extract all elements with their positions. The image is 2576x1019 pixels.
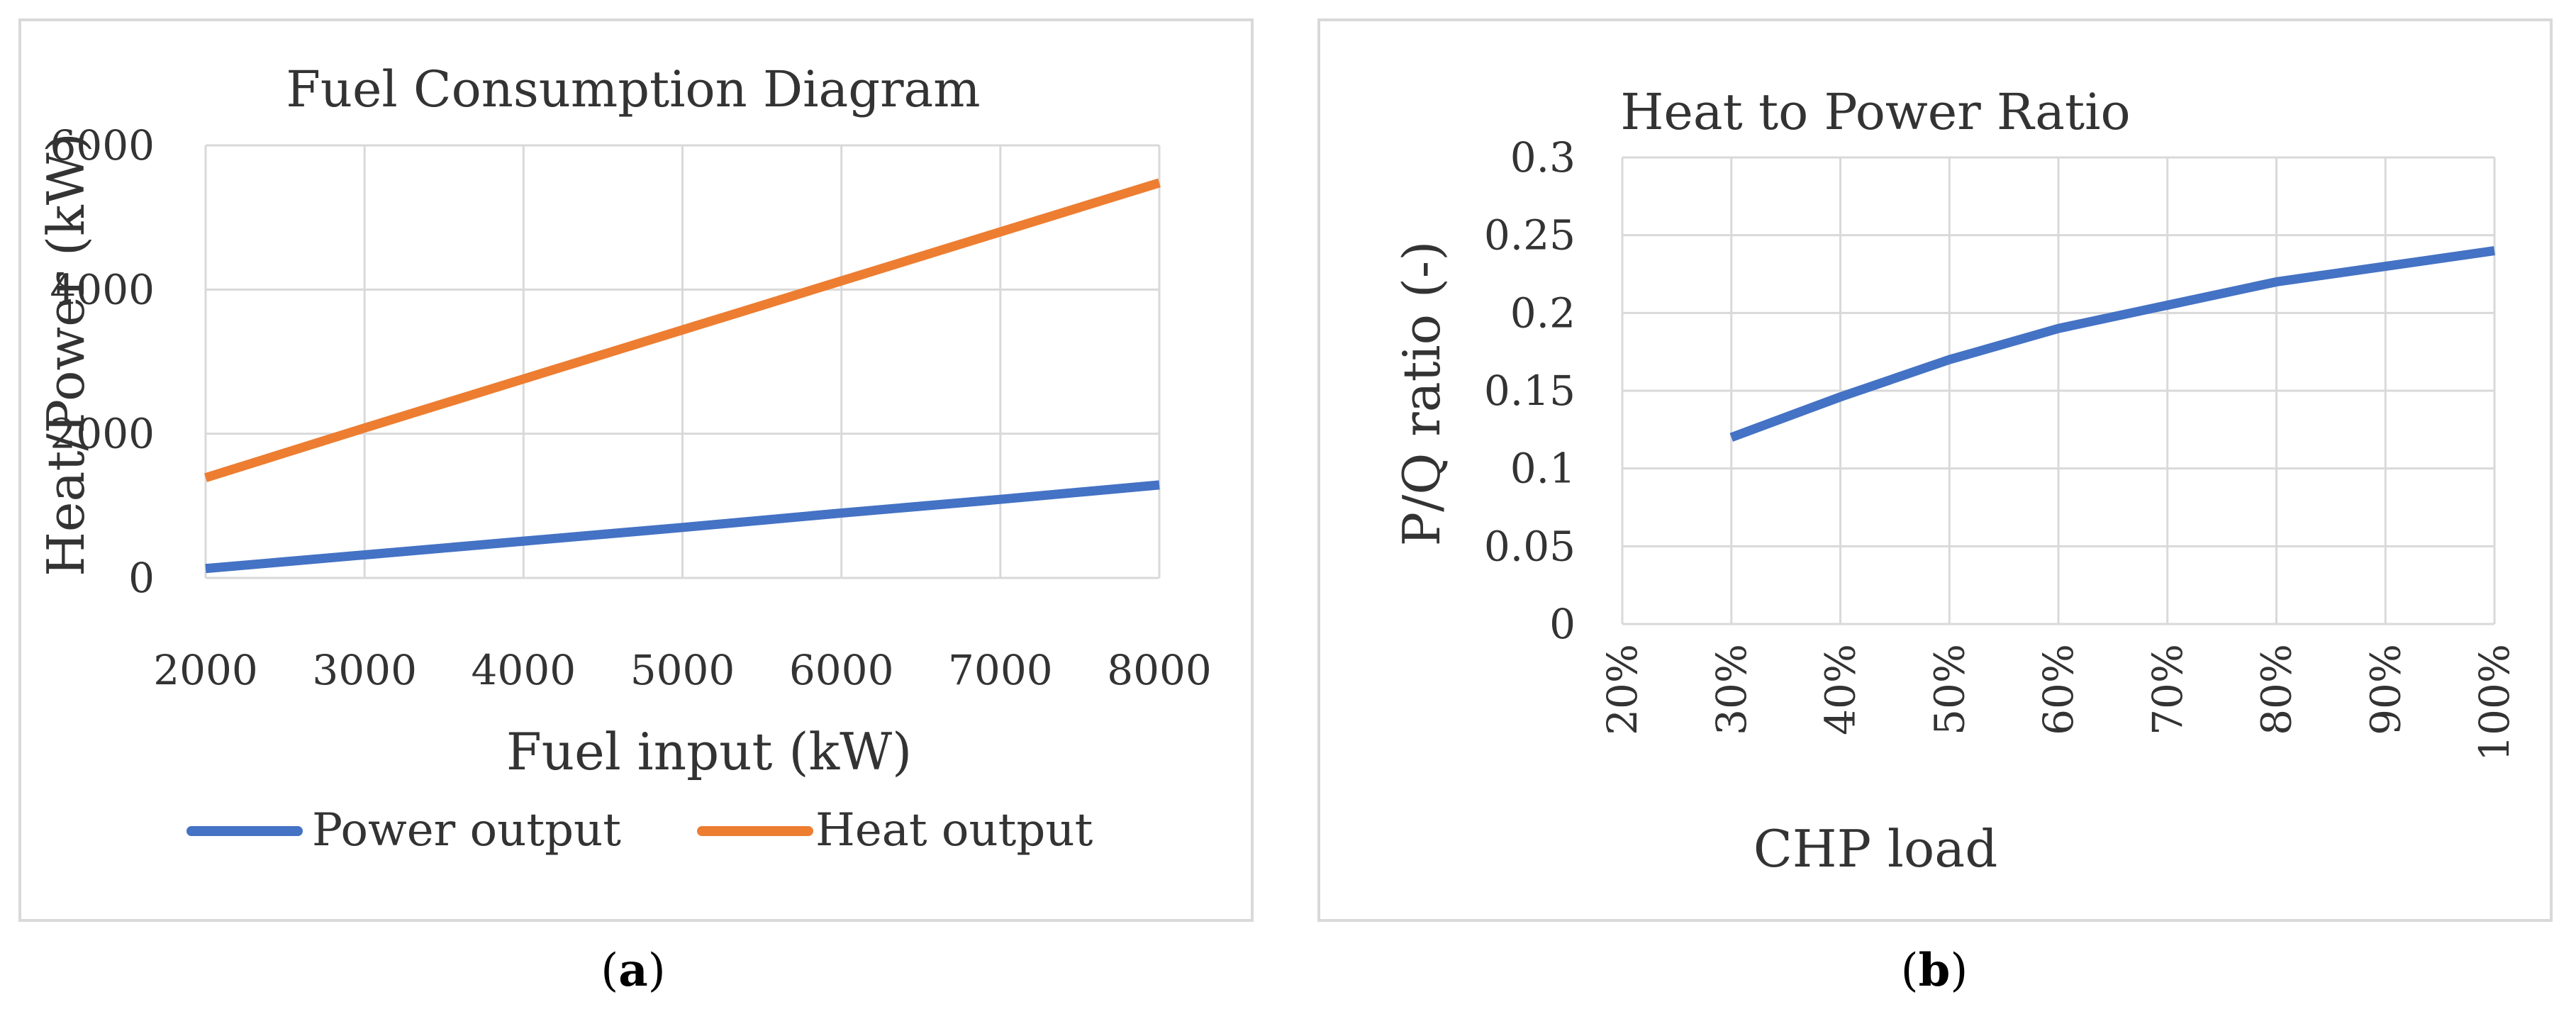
chart-a-x-tick: 2000 — [153, 646, 258, 694]
legend-label-heat-output: Heat output — [815, 804, 1093, 857]
chart-b-x-tick: 60% — [2034, 644, 2082, 735]
chart-b-y-tick: 0.25 — [1484, 211, 1576, 260]
panel-label-a: (a) — [601, 944, 665, 997]
chart-b-ylabel: P/Q ratio (-) — [1392, 241, 1451, 547]
chart-b-x-tick: 20% — [1598, 644, 1646, 735]
legend-item-heat-output: Heat output — [697, 804, 1093, 857]
chart-a-series-line-heat-output — [204, 178, 1161, 482]
chart-a-x-tick-labels: 2000 3000 4000 5000 6000 7000 8000 — [153, 646, 1212, 694]
chart-b-x-tick: 30% — [1707, 644, 1756, 735]
panel-label-a-letter: a — [618, 944, 647, 997]
chart-b-xlabel: CHP load — [1753, 819, 1998, 879]
chart-a-series — [204, 178, 1161, 574]
chart-a-x-tick: 5000 — [630, 646, 735, 694]
chart-a-x-tick: 6000 — [789, 646, 894, 694]
chart-b-y-tick: 0.05 — [1484, 522, 1576, 570]
chart-a-xlabel: Fuel input (kW) — [506, 722, 912, 781]
chart-a-y-tick: 4000 — [50, 265, 155, 313]
chart-b-x-tick: 40% — [1817, 644, 1865, 735]
chart-a-fuel-consumption: Fuel Consumption Diagram 0 2000 4000 6000 2… — [18, 18, 1254, 922]
chart-a-x-tick: 7000 — [948, 646, 1053, 694]
panel-label-b: (b) — [1901, 944, 1968, 997]
chart-b-x-tick: 50% — [1925, 644, 1973, 735]
panel-label-b-letter: b — [1919, 944, 1951, 997]
chart-a-x-tick: 3000 — [312, 646, 417, 694]
chart-a-x-tick: 8000 — [1107, 646, 1212, 694]
chart-b-series-line-pq-ratio — [1729, 246, 2495, 442]
chart-a-title: Fuel Consumption Diagram — [286, 60, 980, 118]
chart-a-x-tick: 4000 — [472, 646, 576, 694]
chart-b-gridlines — [1621, 156, 2496, 625]
chart-b-y-tick: 0.2 — [1510, 289, 1576, 337]
chart-b-x-tick: 70% — [2143, 644, 2192, 735]
chart-a-y-tick: 6000 — [50, 121, 155, 169]
legend-item-power-output: Power output — [186, 804, 621, 857]
chart-a-y-tick: 2000 — [50, 410, 155, 458]
chart-b-y-tick: 0 — [1549, 600, 1576, 648]
chart-b-x-tick: 100% — [2470, 644, 2519, 762]
chart-b-x-tick-labels: 20% 30% 40% 50% 60% 70% 80% 90% 100% — [1598, 644, 2519, 762]
chart-b-series — [1729, 246, 2495, 442]
chart-a-legend: Power output Heat output — [186, 804, 1093, 857]
chart-b-y-tick: 0.1 — [1510, 445, 1576, 493]
chart-b-y-tick-labels: 0 0.05 0.1 0.15 0.2 0.25 0.3 — [1484, 133, 1576, 648]
chart-b-frame — [1317, 18, 2553, 922]
chart-b-heat-power-ratio: Heat to Power Ratio 00.050.10.150.20.250… — [1317, 18, 2553, 922]
chart-a-gridlines — [204, 144, 1161, 579]
chart-a-y-tick: 0 — [128, 554, 155, 602]
chart-a-series-line-power-output — [205, 480, 1160, 574]
chart-b-y-tick: 0.15 — [1484, 367, 1576, 415]
chart-b-y-tick: 0.3 — [1510, 133, 1576, 182]
chart-b-title: Heat to Power Ratio — [1620, 83, 2130, 141]
chart-b-x-tick: 90% — [2361, 644, 2409, 735]
chart-a-ylabel: Heat/Power (kW) — [36, 133, 96, 577]
legend-label-power-output: Power output — [312, 804, 621, 857]
chart-b-x-tick: 80% — [2253, 644, 2301, 735]
chart-a-y-tick-labels: 0 2000 4000 6000 — [50, 121, 155, 602]
